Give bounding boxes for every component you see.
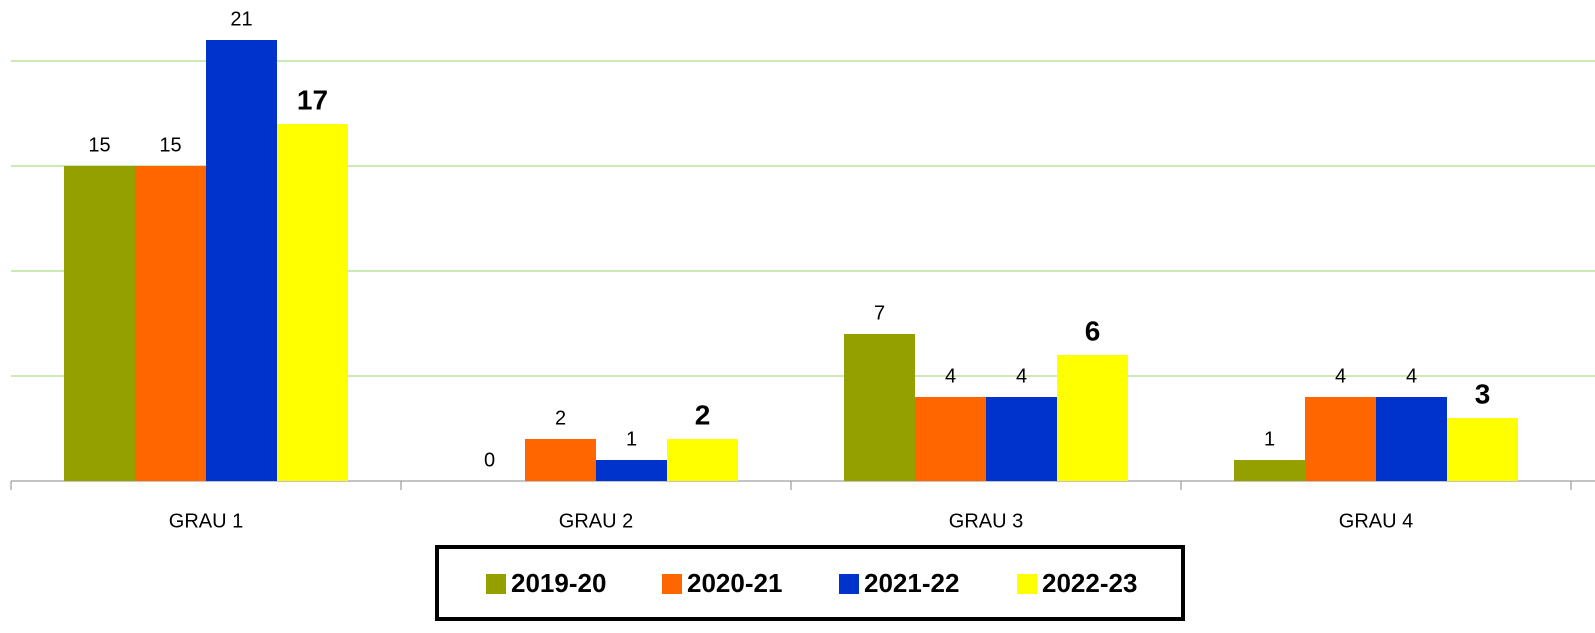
data-label: 15 xyxy=(159,134,181,156)
data-label: 21 xyxy=(230,8,252,30)
data-label: 2 xyxy=(555,407,566,429)
legend-swatch xyxy=(1017,574,1037,594)
bar xyxy=(1057,355,1128,481)
data-label: 0 xyxy=(484,449,495,471)
bar xyxy=(986,397,1057,481)
bar xyxy=(596,460,667,481)
bar xyxy=(525,439,596,481)
data-label: 1 xyxy=(626,428,637,450)
x-tick-label: GRAU 2 xyxy=(559,510,633,532)
legend-swatch xyxy=(662,574,682,594)
bar xyxy=(844,334,915,481)
data-label: 7 xyxy=(874,302,885,324)
legend-label: 2019-20 xyxy=(511,568,606,598)
data-label: 4 xyxy=(1335,365,1346,387)
x-tick-label: GRAU 3 xyxy=(949,510,1023,532)
data-label: 4 xyxy=(1406,365,1417,387)
x-tick-label: GRAU 1 xyxy=(169,510,243,532)
bar xyxy=(667,439,738,481)
data-label: 1 xyxy=(1264,428,1275,450)
legend-label: 2021-22 xyxy=(864,568,959,598)
legend-label: 2020-21 xyxy=(687,568,782,598)
data-label: 3 xyxy=(1475,378,1491,409)
data-label: 6 xyxy=(1085,315,1101,346)
legend-label: 2022-23 xyxy=(1042,568,1137,598)
data-label: 4 xyxy=(1016,365,1027,387)
legend-swatch xyxy=(486,574,506,594)
bar xyxy=(1234,460,1305,481)
data-label: 17 xyxy=(297,84,328,115)
legend-box xyxy=(435,545,1185,621)
bar xyxy=(64,166,135,481)
bar xyxy=(1376,397,1447,481)
bar xyxy=(1305,397,1376,481)
bar xyxy=(915,397,986,481)
bar xyxy=(135,166,206,481)
data-label: 2 xyxy=(695,399,711,430)
bar xyxy=(277,124,348,481)
bar xyxy=(206,40,277,481)
data-label: 4 xyxy=(945,365,956,387)
data-label: 15 xyxy=(88,134,110,156)
x-tick-label: GRAU 4 xyxy=(1339,510,1413,532)
legend-swatch xyxy=(839,574,859,594)
bar xyxy=(1447,418,1518,481)
